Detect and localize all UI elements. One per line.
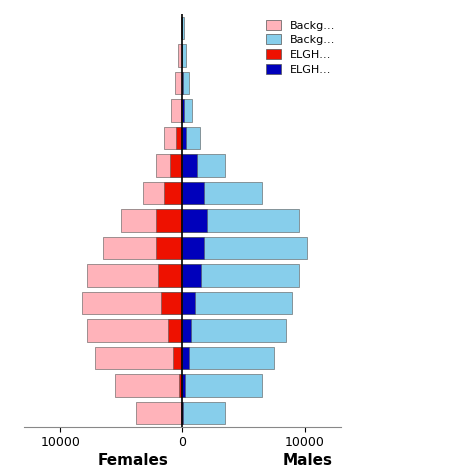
Bar xyxy=(182,127,200,149)
Bar xyxy=(176,127,182,149)
Bar xyxy=(182,209,207,232)
Bar xyxy=(182,264,299,287)
Bar xyxy=(182,346,189,369)
Bar xyxy=(182,319,286,342)
Bar xyxy=(168,319,182,342)
Bar xyxy=(182,401,183,424)
Bar xyxy=(121,209,182,232)
Bar xyxy=(155,237,182,259)
Bar xyxy=(182,17,184,39)
Bar xyxy=(87,264,182,287)
Bar xyxy=(164,182,182,204)
Bar xyxy=(82,292,182,314)
Bar xyxy=(182,72,189,94)
Bar xyxy=(175,72,182,94)
Bar xyxy=(155,209,182,232)
Bar xyxy=(182,127,186,149)
Bar xyxy=(94,346,182,369)
Bar xyxy=(182,99,192,122)
Bar xyxy=(161,292,182,314)
Bar xyxy=(182,292,195,314)
Bar xyxy=(182,346,274,369)
Bar xyxy=(181,401,182,424)
Bar xyxy=(182,319,191,342)
Bar xyxy=(182,154,197,177)
Bar xyxy=(170,154,182,177)
Bar xyxy=(182,264,201,287)
Bar xyxy=(181,17,182,39)
Bar xyxy=(182,209,299,232)
Bar xyxy=(182,72,183,94)
Bar xyxy=(179,374,182,397)
Bar xyxy=(144,182,182,204)
Bar xyxy=(182,292,292,314)
Bar xyxy=(181,99,182,122)
Bar xyxy=(182,374,262,397)
Bar xyxy=(182,182,204,204)
Bar xyxy=(182,237,307,259)
Bar xyxy=(155,154,182,177)
Bar xyxy=(182,154,225,177)
Bar xyxy=(164,127,182,149)
Legend: Backg…, Backg…, ELGH…, ELGH…: Backg…, Backg…, ELGH…, ELGH… xyxy=(262,15,340,79)
Bar xyxy=(158,264,182,287)
Bar xyxy=(182,182,262,204)
Text: Females: Females xyxy=(97,453,168,467)
Bar xyxy=(115,374,182,397)
Text: Males: Males xyxy=(283,453,333,467)
Bar xyxy=(182,374,185,397)
Bar xyxy=(136,401,182,424)
Bar xyxy=(87,319,182,342)
Bar xyxy=(182,99,184,122)
Bar xyxy=(182,44,186,67)
Bar xyxy=(173,346,182,369)
Bar xyxy=(103,237,182,259)
Bar xyxy=(182,237,204,259)
Bar xyxy=(178,44,182,67)
Bar xyxy=(182,401,225,424)
Bar xyxy=(172,99,182,122)
